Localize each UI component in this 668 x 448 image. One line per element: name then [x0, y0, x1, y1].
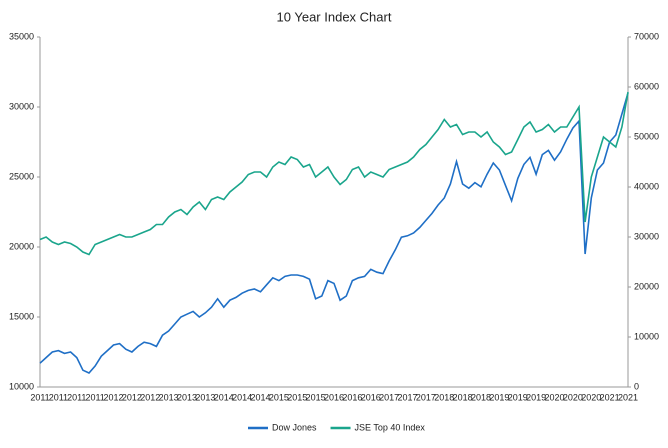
x-tick-label: 2015	[269, 392, 289, 402]
x-tick-label: 2014	[214, 392, 234, 402]
y-tick-label: 10000	[9, 381, 34, 391]
line-series	[39, 92, 629, 374]
y-tick-label: 30000	[9, 101, 34, 111]
x-tick-label: 2015	[306, 392, 326, 402]
x-tick-label: 2011	[85, 392, 104, 402]
x-tick-label: 2020	[544, 392, 564, 402]
legend-label: JSE Top 40 Index	[355, 422, 426, 432]
x-tick-label: 2013	[159, 392, 179, 402]
x-tick-label: 2015	[287, 392, 307, 402]
x-tick-label: 2018	[471, 392, 491, 402]
x-tick-label: 2011	[49, 392, 68, 402]
x-tick-label: 2014	[232, 392, 252, 402]
x-tick-label: 2021	[618, 392, 638, 402]
legend-label: Dow Jones	[272, 422, 317, 432]
x-tick-label: 2012	[103, 392, 123, 402]
y2-tick-label: 50000	[634, 131, 659, 141]
x-tick-label: 2012	[140, 392, 160, 402]
x-tick-label: 2019	[508, 392, 528, 402]
y-tick-label: 35000	[9, 31, 34, 41]
x-tick-label: 2017	[416, 392, 436, 402]
x-tick-label: 2014	[250, 392, 270, 402]
chart-title: 10 Year Index Chart	[277, 9, 392, 24]
x-tick-label: 2016	[342, 392, 362, 402]
x-tick-label: 2016	[324, 392, 344, 402]
x-tick-label: 2017	[397, 392, 417, 402]
x-tick-label: 2011	[30, 392, 49, 402]
x-tick-label: 2017	[379, 392, 399, 402]
y2-tick-label: 70000	[634, 31, 659, 41]
y2-tick-label: 0	[634, 381, 639, 391]
y2-tick-label: 60000	[634, 81, 659, 91]
x-tick-label: 2013	[177, 392, 197, 402]
x-tick-label: 2018	[453, 392, 473, 402]
y-tick-label: 20000	[9, 241, 34, 251]
x-tick-label: 2012	[122, 392, 142, 402]
x-tick-label: 2018	[434, 392, 454, 402]
y2-tick-label: 10000	[634, 331, 659, 341]
x-tick-label: 2020	[581, 392, 601, 402]
x-tick-label: 2013	[195, 392, 215, 402]
y2-tick-label: 40000	[634, 181, 659, 191]
x-tick-label: 2019	[489, 392, 509, 402]
x-tick-label: 2020	[563, 392, 583, 402]
y-tick-label: 25000	[9, 171, 34, 181]
y-tick-label: 15000	[9, 311, 34, 321]
x-tick-label: 2016	[361, 392, 381, 402]
y2-tick-label: 20000	[634, 281, 659, 291]
x-tick-label: 2019	[526, 392, 546, 402]
x-tick-label: 2011	[67, 392, 86, 402]
y2-tick-label: 30000	[634, 231, 659, 241]
x-tick-label: 2021	[600, 392, 620, 402]
line-series	[39, 91, 629, 256]
